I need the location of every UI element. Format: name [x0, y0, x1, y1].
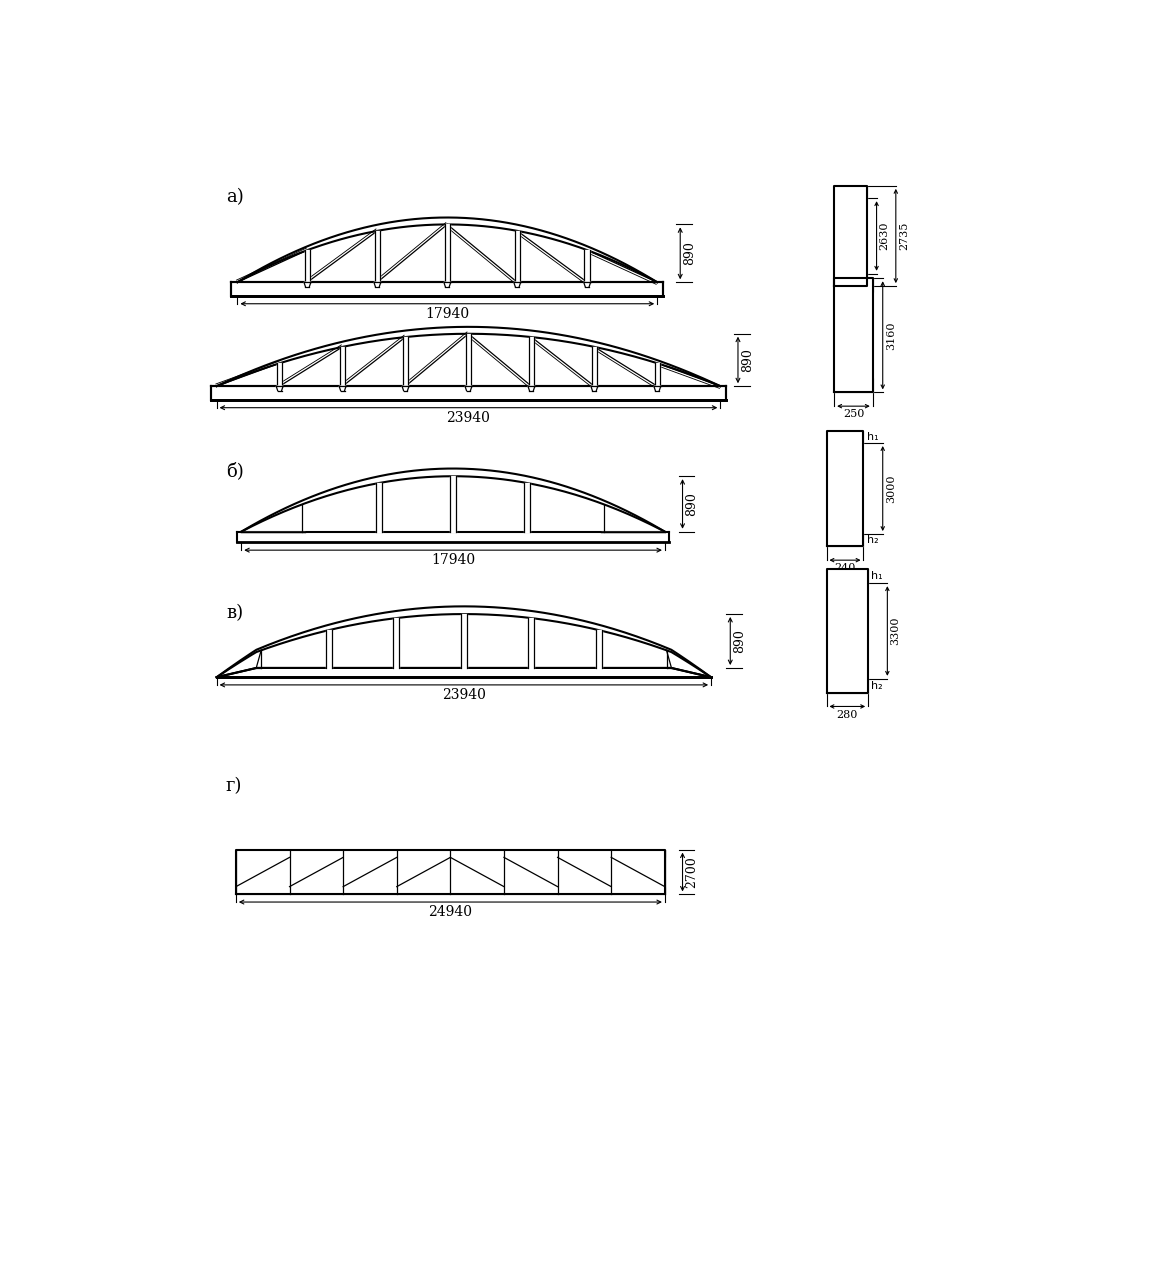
Polygon shape	[242, 468, 665, 531]
Polygon shape	[374, 282, 381, 287]
Polygon shape	[584, 250, 590, 282]
Text: 280: 280	[836, 709, 858, 719]
Polygon shape	[834, 379, 872, 392]
Text: 200: 200	[840, 303, 861, 314]
Text: 23940: 23940	[446, 411, 491, 425]
Polygon shape	[827, 431, 863, 443]
Polygon shape	[834, 274, 867, 285]
Polygon shape	[529, 337, 534, 387]
Polygon shape	[592, 347, 597, 387]
Text: 250: 250	[843, 410, 864, 420]
Text: h₁: h₁	[871, 571, 883, 581]
Text: 24940: 24940	[429, 905, 472, 919]
Polygon shape	[340, 347, 346, 387]
Text: h₂: h₂	[871, 681, 883, 691]
Polygon shape	[339, 387, 346, 390]
Polygon shape	[465, 387, 472, 390]
Polygon shape	[237, 531, 668, 543]
Polygon shape	[528, 618, 535, 668]
Polygon shape	[466, 334, 471, 387]
Text: 3300: 3300	[890, 617, 901, 645]
Polygon shape	[403, 337, 409, 387]
Polygon shape	[236, 850, 665, 895]
Polygon shape	[827, 534, 863, 547]
Text: 890: 890	[683, 242, 696, 265]
Text: г): г)	[225, 777, 242, 795]
Polygon shape	[444, 282, 451, 287]
Polygon shape	[827, 678, 868, 692]
Text: 3000: 3000	[885, 475, 896, 503]
Text: 17940: 17940	[431, 553, 475, 567]
Polygon shape	[276, 387, 283, 390]
Polygon shape	[217, 668, 711, 677]
Text: 240: 240	[834, 563, 856, 573]
Polygon shape	[237, 218, 658, 282]
Polygon shape	[326, 630, 332, 668]
Polygon shape	[654, 364, 660, 387]
Polygon shape	[402, 387, 409, 390]
Polygon shape	[528, 387, 535, 390]
Text: 890: 890	[741, 348, 755, 372]
Polygon shape	[394, 618, 399, 668]
Polygon shape	[210, 387, 726, 399]
Polygon shape	[827, 570, 868, 692]
Polygon shape	[596, 630, 602, 668]
Polygon shape	[217, 326, 721, 387]
Polygon shape	[654, 387, 661, 390]
Polygon shape	[305, 250, 311, 282]
Text: 23940: 23940	[442, 687, 486, 701]
Text: 3160: 3160	[885, 321, 896, 349]
Polygon shape	[217, 607, 711, 677]
Polygon shape	[376, 483, 382, 531]
Polygon shape	[375, 230, 380, 282]
Polygon shape	[834, 278, 872, 392]
Polygon shape	[827, 570, 868, 584]
Polygon shape	[231, 282, 663, 296]
Text: 890: 890	[686, 492, 698, 516]
Text: 2700: 2700	[686, 856, 698, 888]
Polygon shape	[834, 186, 867, 285]
Text: в): в)	[225, 604, 243, 622]
Polygon shape	[515, 230, 520, 282]
Polygon shape	[304, 282, 311, 287]
Polygon shape	[827, 431, 863, 547]
Polygon shape	[445, 224, 450, 282]
Polygon shape	[450, 476, 457, 531]
Polygon shape	[584, 282, 591, 287]
Text: а): а)	[225, 188, 244, 206]
Polygon shape	[834, 186, 867, 198]
Polygon shape	[591, 387, 598, 390]
Text: h₂: h₂	[867, 535, 878, 545]
Polygon shape	[236, 850, 665, 858]
Text: 890: 890	[734, 628, 746, 653]
Polygon shape	[524, 483, 530, 531]
Polygon shape	[460, 614, 467, 668]
Text: h₁: h₁	[867, 431, 878, 442]
Polygon shape	[277, 364, 283, 387]
Text: 17940: 17940	[425, 307, 470, 321]
Text: 2630: 2630	[880, 221, 890, 250]
Polygon shape	[236, 887, 665, 895]
Text: б): б)	[225, 462, 244, 480]
Polygon shape	[834, 278, 872, 292]
Polygon shape	[514, 282, 521, 287]
Text: 2735: 2735	[899, 221, 909, 250]
